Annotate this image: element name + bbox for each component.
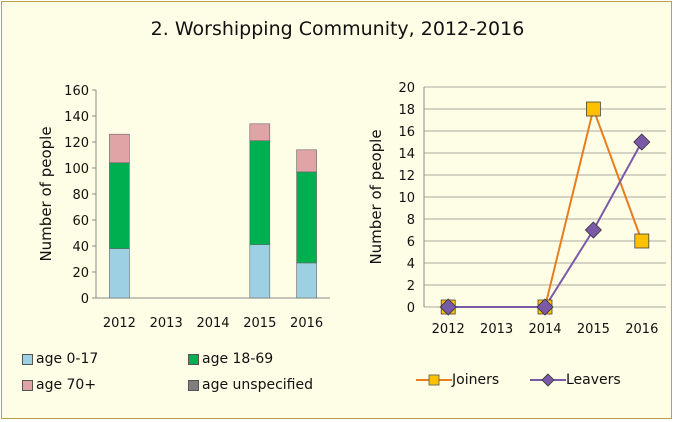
bar-x-tick-label: 2016 bbox=[290, 316, 323, 331]
point-leavers bbox=[584, 221, 602, 239]
bar-y-tick-label: 60 bbox=[72, 214, 89, 229]
point-leavers bbox=[536, 298, 554, 316]
bar-y-tick-label: 100 bbox=[64, 162, 89, 177]
bar-segment-age-0-17 bbox=[296, 262, 317, 299]
line-y-tick-label: 6 bbox=[407, 235, 415, 250]
line-x-tick-label: 2016 bbox=[625, 322, 658, 337]
legend-label-age-70-plus: age 70+ bbox=[36, 377, 97, 393]
bar-segment-age-0-17 bbox=[249, 244, 271, 299]
legend-label-age-18-69: age 18-69 bbox=[202, 351, 274, 367]
legend-item-age-unspecified: age unspecified bbox=[188, 377, 313, 393]
point-leavers bbox=[633, 133, 651, 151]
point-joiners bbox=[586, 101, 601, 117]
legend-item-joiners: Joiners bbox=[416, 372, 499, 388]
bar-segment-age-70- bbox=[109, 133, 130, 164]
legend-label-age-unspecified: age unspecified bbox=[202, 377, 313, 393]
legend-item-leavers: Leavers bbox=[530, 372, 621, 388]
line-x-tick-label: 2015 bbox=[577, 322, 610, 337]
bar-y-tick-label: 0 bbox=[81, 292, 89, 307]
legend-swatch-age-18-69 bbox=[188, 353, 199, 365]
point-leavers bbox=[439, 298, 457, 316]
line-y-axis-label: Number of people bbox=[367, 129, 385, 264]
line-y-tick-label: 0 bbox=[407, 301, 415, 316]
bar-x-tick-label: 2012 bbox=[103, 316, 136, 331]
line-y-tick-label: 14 bbox=[398, 147, 415, 162]
legend-label-joiners: Joiners bbox=[452, 372, 500, 388]
bar-y-tick-label: 40 bbox=[72, 240, 89, 255]
legend-item-age-18-69: age 18-69 bbox=[188, 351, 273, 367]
line-y-tick-label: 4 bbox=[407, 257, 415, 272]
series-line-joiners bbox=[448, 105, 643, 308]
legend-marker-joiners bbox=[416, 374, 452, 386]
bar-segment-age-0-17 bbox=[109, 248, 130, 299]
bar-segment-age-18-69 bbox=[109, 162, 130, 249]
line-y-tick-label: 18 bbox=[398, 103, 415, 118]
legend-label-age-0-17: age 0-17 bbox=[36, 351, 99, 367]
bar-segment-age-70- bbox=[296, 149, 317, 173]
legend-item-age-0-17: age 0-17 bbox=[22, 351, 98, 367]
legend-marker-leavers bbox=[530, 373, 566, 387]
bar-y-tick-label: 120 bbox=[64, 136, 89, 151]
line-y-tick-label: 10 bbox=[398, 191, 415, 206]
legend-label-leavers: Leavers bbox=[566, 372, 621, 388]
chart-title: 2. Worshipping Community, 2012-2016 bbox=[150, 18, 525, 40]
line-y-tick-label: 8 bbox=[407, 213, 415, 228]
point-joiners bbox=[634, 233, 650, 249]
bar-segment-age-18-69 bbox=[249, 140, 271, 245]
line-x-tick-label: 2013 bbox=[480, 322, 513, 337]
bar-y-tick-label: 80 bbox=[72, 188, 89, 203]
line-y-tick-label: 12 bbox=[398, 169, 415, 184]
line-y-tick-label: 2 bbox=[407, 279, 415, 294]
line-y-tick-label: 20 bbox=[398, 81, 415, 96]
line-x-tick-label: 2012 bbox=[432, 322, 465, 337]
line-y-tick-label: 16 bbox=[398, 125, 415, 140]
legend-item-age-70-plus: age 70+ bbox=[22, 377, 96, 393]
bar-segment-age-18-69 bbox=[296, 171, 317, 264]
legend-swatch-age-unspecified bbox=[188, 379, 199, 391]
bar-x-tick-label: 2014 bbox=[196, 316, 229, 331]
bar-x-tick-label: 2013 bbox=[150, 316, 183, 331]
bar-y-tick-label: 160 bbox=[64, 84, 89, 99]
series-line-leavers bbox=[448, 141, 643, 308]
bar-segment-age-70- bbox=[249, 123, 271, 142]
legend-swatch-age-0-17 bbox=[22, 353, 33, 365]
line-x-tick-label: 2014 bbox=[528, 322, 561, 337]
bar-x-tick-label: 2015 bbox=[243, 316, 276, 331]
legend-swatch-age-70-plus bbox=[22, 379, 33, 391]
bar-y-tick-label: 20 bbox=[72, 266, 89, 281]
bar-y-tick-label: 140 bbox=[64, 110, 89, 125]
bar-y-axis-label: Number of people bbox=[37, 126, 55, 261]
